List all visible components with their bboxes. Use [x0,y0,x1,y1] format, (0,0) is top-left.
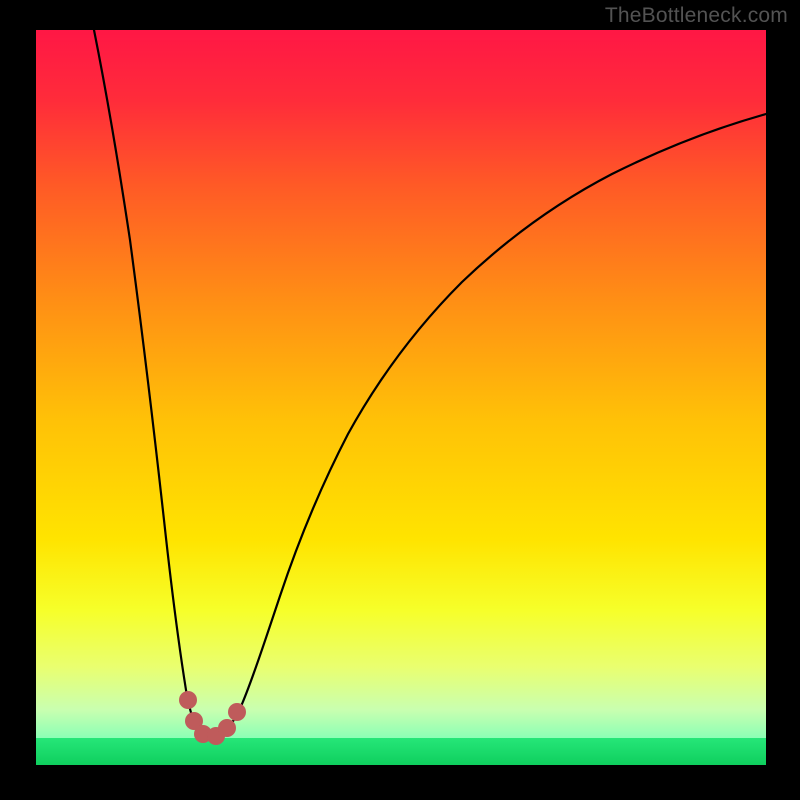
marker-6 [228,703,246,721]
valley-markers [179,691,246,745]
curve-svg [36,30,766,765]
plot-area [36,30,766,765]
marker-5 [218,719,236,737]
watermark-text: TheBottleneck.com [605,4,788,28]
bottleneck-curve [94,30,766,737]
chart-root: TheBottleneck.com [0,0,800,800]
marker-1 [179,691,197,709]
